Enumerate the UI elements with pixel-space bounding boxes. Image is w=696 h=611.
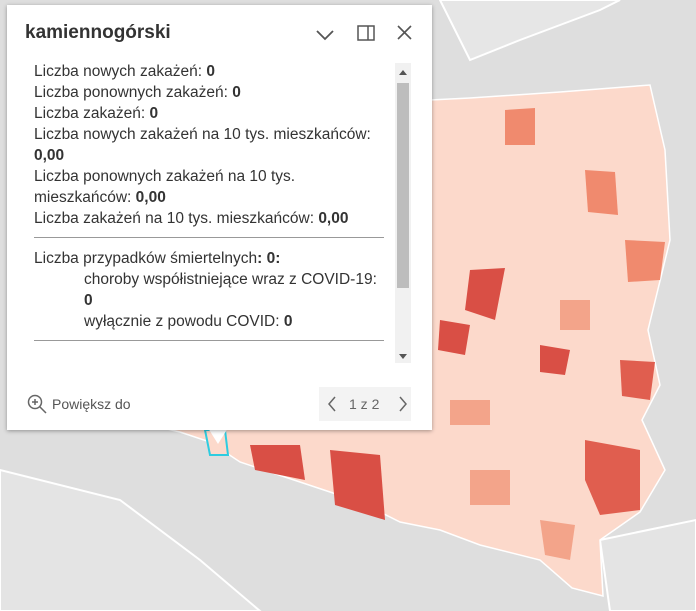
scrollbar[interactable] — [395, 63, 411, 363]
field-label: choroby współistniejące wraz z COVID-19: — [84, 271, 377, 288]
separator — [34, 237, 384, 238]
field-label: Liczba zakażeń: — [34, 105, 146, 122]
field: Liczba nowych zakażeń: 0 — [34, 61, 384, 82]
zoom-icon[interactable] — [27, 394, 49, 416]
region — [438, 320, 470, 355]
region — [465, 268, 505, 320]
field-value: 0,00 — [135, 189, 166, 206]
region — [450, 400, 490, 425]
pager-arrows[interactable] — [319, 387, 411, 421]
popup-pointer — [208, 428, 228, 444]
deaths-field: Liczba przypadków śmiertelnych: 0: — [34, 248, 384, 269]
region — [540, 345, 570, 375]
region — [470, 470, 510, 505]
field: Liczba ponownych zakażeń na 10 tys. mies… — [34, 166, 384, 208]
close-button[interactable] — [397, 25, 412, 40]
country — [438, 0, 621, 62]
region — [620, 360, 655, 400]
region — [505, 108, 535, 145]
region — [250, 445, 305, 480]
region — [540, 520, 575, 560]
pager-text: 1 z 2 — [349, 396, 380, 412]
field-value: 0,00 — [34, 147, 65, 164]
region — [330, 450, 385, 520]
field-value: 0,00 — [318, 210, 349, 227]
pager: 1 z 2 — [319, 387, 411, 421]
field-label: Liczba przypadków śmiertelnych — [34, 250, 258, 267]
scroll-arrows — [399, 70, 407, 359]
dock-button[interactable] — [357, 25, 375, 41]
region — [625, 240, 665, 282]
field-label: Liczba nowych zakażeń: — [34, 63, 203, 80]
popup-content: Liczba nowych zakażeń: 0 Liczba ponownych… — [34, 61, 384, 351]
field-value: 0 — [232, 84, 241, 101]
field-label: Liczba ponownych zakażeń: — [34, 84, 228, 101]
zoom-to[interactable]: Powiększ do — [52, 396, 131, 412]
country — [0, 468, 262, 611]
field-value: 0 — [84, 292, 93, 309]
field-label: Liczba zakażeń na 10 tys. mieszkańców: — [34, 210, 314, 227]
field-value: 0 — [206, 63, 215, 80]
region — [585, 440, 640, 515]
scroll-thumb[interactable] — [397, 83, 409, 288]
field: Liczba zakażeń na 10 tys. mieszkańców: 0… — [34, 208, 384, 229]
collapse-button[interactable] — [316, 30, 334, 41]
field-value: : 0: — [257, 250, 281, 267]
field-value: 0 — [149, 105, 159, 122]
region — [560, 300, 590, 330]
field: Liczba nowych zakażeń na 10 tys. mieszka… — [34, 124, 384, 166]
field-label: wyłącznie z powodu COVID: — [84, 313, 280, 330]
field-label: Liczba ponownych zakażeń na 10 tys. mies… — [34, 168, 296, 206]
popup-actions — [316, 25, 412, 41]
field: Liczba zakażeń: 0 — [34, 103, 384, 124]
separator — [34, 340, 384, 341]
field: Liczba ponownych zakażeń: 0 — [34, 82, 384, 103]
field-label: Liczba nowych zakażeń na 10 tys. mieszka… — [34, 126, 371, 143]
country — [598, 518, 696, 611]
field-value: 0 — [283, 313, 293, 330]
popup-title: kamiennogórski — [25, 22, 171, 43]
deaths-item: wyłącznie z powodu COVID: 0 — [34, 311, 384, 332]
region — [585, 170, 618, 215]
deaths-item: choroby współistniejące wraz z COVID-19:… — [34, 269, 384, 311]
